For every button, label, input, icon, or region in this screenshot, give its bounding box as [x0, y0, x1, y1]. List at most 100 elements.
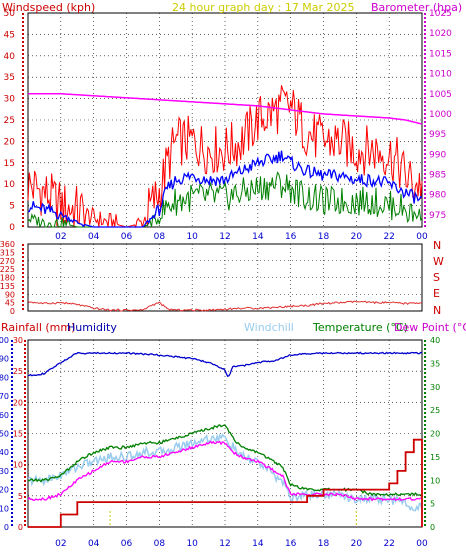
direction-label-e: E [433, 287, 440, 300]
wind-direction-line [27, 300, 423, 312]
windspeed-tick: 45 [4, 30, 15, 40]
x-tick-bottom: 16 [285, 539, 297, 549]
temperature-tick: 20 [430, 430, 440, 439]
temperature-label: Temperature (°C) [312, 321, 408, 334]
humidity-tick: 80 [0, 373, 9, 382]
dewpoint-label: Dew Point (°C) [394, 321, 466, 334]
humidity-tick: 40 [0, 448, 9, 457]
windspeed-label: Windspeed (kph) [2, 1, 95, 14]
x-tick-top: 08 [154, 232, 166, 242]
direction-label-w: W [433, 255, 444, 268]
humidity-label: Humidity [67, 321, 117, 334]
windspeed-tick: 5 [9, 202, 15, 212]
x-tick-bottom: 02 [55, 539, 66, 549]
wind-average-line [27, 150, 423, 228]
wind-gust-line [27, 85, 423, 229]
rainfall-tick: 25 [13, 367, 23, 376]
grid-lines [28, 12, 423, 528]
barometer-label: Barometer (hpa) [371, 1, 462, 14]
humidity-tick: 50 [0, 430, 9, 439]
windspeed-tick: 50 [4, 9, 16, 19]
windspeed-tick: 30 [4, 95, 16, 105]
windspeed-tick: 20 [4, 137, 16, 147]
x-tick-bottom: 22 [383, 539, 394, 549]
x-tick-top: 14 [252, 232, 264, 242]
barometer-tick: 1015 [429, 49, 452, 59]
rainfall-tick: 0 [18, 523, 23, 532]
x-tick-top: 06 [121, 232, 133, 242]
x-tick-top: 04 [88, 232, 100, 242]
direction-tick: 90 [5, 290, 15, 299]
direction-label-n-bottom: N [433, 304, 441, 317]
x-tick-bottom: 14 [252, 539, 264, 549]
barometer-tick: 975 [429, 211, 446, 221]
windspeed-tick: 25 [4, 116, 15, 126]
x-tick-top: 20 [351, 232, 363, 242]
humidity-tick: 100 [0, 336, 9, 345]
direction-tick: 315 [0, 248, 15, 257]
direction-label-s: S [433, 271, 440, 284]
barometer-line [28, 93, 423, 125]
x-tick-bottom: 20 [351, 539, 363, 549]
direction-tick: 225 [0, 265, 15, 274]
rainfall-tick: 20 [13, 398, 23, 407]
barometer-tick: 995 [429, 130, 446, 140]
direction-tick: 0 [10, 307, 15, 316]
temperature-tick: 40 [430, 336, 440, 345]
rainfall-tick: 30 [13, 336, 23, 345]
temperature-tick: 5 [430, 500, 435, 509]
x-tick-top: 22 [383, 232, 394, 242]
rainfall-tick: 10 [13, 461, 23, 470]
axis-ticks: 0202040406060808101012121414161618182020… [0, 9, 452, 549]
barometer-tick: 1025 [429, 9, 452, 19]
x-tick-top: 12 [219, 232, 230, 242]
rainfall-line [28, 438, 423, 528]
windspeed-tick: 35 [4, 73, 15, 83]
humidity-tick: 20 [0, 486, 9, 495]
humidity-tick: 90 [0, 355, 9, 364]
temperature-tick: 10 [430, 476, 440, 485]
x-tick-bottom: 12 [219, 539, 230, 549]
x-tick-top: 16 [285, 232, 297, 242]
rainfall-tick: 15 [13, 430, 23, 439]
humidity-line [27, 351, 423, 377]
temperature-tick: 35 [430, 359, 440, 368]
x-tick-bottom: 06 [121, 539, 133, 549]
barometer-tick: 980 [429, 191, 446, 201]
x-tick-top: 10 [186, 232, 198, 242]
humidity-tick: 70 [0, 392, 9, 401]
temperature-tick: 15 [430, 453, 440, 462]
x-tick-top: 02 [55, 232, 66, 242]
windspeed-tick: 40 [4, 52, 16, 62]
x-tick-top: 18 [318, 232, 330, 242]
x-tick-bottom: 08 [154, 539, 166, 549]
direction-tick: 135 [0, 282, 15, 291]
barometer-tick: 1000 [429, 110, 452, 120]
direction-tick: 360 [0, 240, 15, 249]
windspeed-tick: 15 [4, 159, 15, 169]
x-tick-bottom: 04 [88, 539, 100, 549]
barometer-tick: 990 [429, 150, 446, 160]
humidity-tick: 60 [0, 411, 9, 420]
humidity-tick: 10 [0, 504, 9, 513]
windspeed-tick: 10 [4, 180, 16, 190]
temperature-tick: 25 [430, 406, 440, 415]
windchill-label: Windchill [244, 321, 294, 334]
series-lines [27, 85, 423, 528]
direction-tick: 45 [5, 299, 15, 308]
rainfall-tick: 5 [18, 492, 23, 501]
x-tick-bottom: 10 [186, 539, 198, 549]
windspeed-tick: 0 [9, 223, 15, 233]
barometer-tick: 1020 [429, 29, 452, 39]
humidity-tick: 0 [4, 523, 9, 532]
direction-label-n-top: N [433, 239, 441, 252]
graph-title: 24 hour graph day : 17 Mar 2025 [172, 1, 355, 14]
x-tick-bottom: 00 [416, 539, 428, 549]
direction-tick: 270 [0, 257, 15, 266]
barometer-tick: 1010 [429, 70, 452, 80]
dewpoint-line [27, 440, 423, 502]
barometer-tick: 985 [429, 171, 446, 181]
x-tick-top: 00 [416, 232, 428, 242]
rainfall-label: Rainfall (mm) [1, 321, 75, 334]
